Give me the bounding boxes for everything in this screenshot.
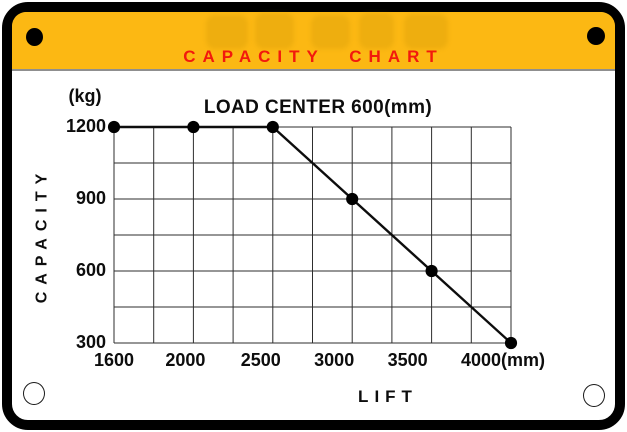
header-band: CAPACITY CHART: [12, 12, 615, 71]
x-tick-label: 1600: [93, 350, 135, 370]
y-tick-label: 1200: [65, 116, 106, 136]
y-axis-label: CAPACITY: [22, 127, 62, 343]
plate-title: CAPACITY CHART: [183, 47, 444, 66]
watermark-blob: [255, 13, 294, 49]
x-axis-label: LIFT: [358, 387, 418, 406]
x-tick-label: 2000: [165, 350, 206, 370]
mounting-hole-top-right: [587, 27, 605, 45]
x-tick-label: 3000: [314, 350, 355, 370]
x-tick-label: 3500: [387, 350, 428, 370]
y-tick-label: 600: [75, 260, 106, 280]
y-tick-label: 900: [75, 188, 106, 208]
watermark-blob: [311, 15, 350, 49]
watermark-blob: [404, 14, 448, 49]
watermark-blob: [359, 13, 394, 49]
mounting-hole-bottom-right: [583, 384, 605, 407]
chart-title: LOAD CENTER 600(mm): [203, 97, 433, 118]
y-tick-label: 300: [75, 332, 106, 352]
mounting-hole-bottom-left: [23, 382, 45, 405]
x-tick-label: 4000(mm): [460, 350, 546, 370]
watermark-blob: [206, 15, 248, 49]
mounting-hole-top-left: [26, 28, 43, 46]
y-axis-unit: (kg): [68, 86, 102, 106]
x-tick-label: 2500: [240, 350, 281, 370]
